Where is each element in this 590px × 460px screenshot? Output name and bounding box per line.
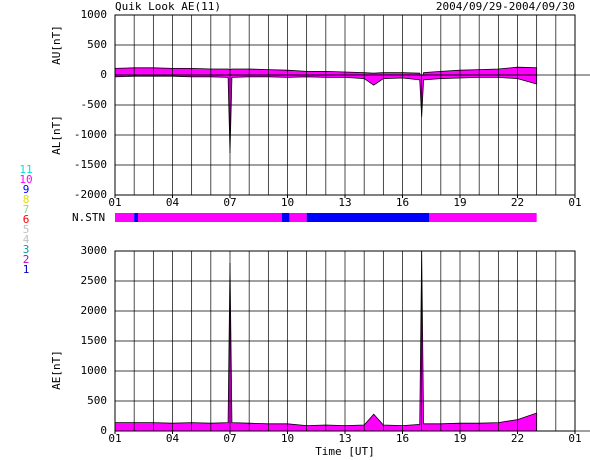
y-tick-label: 0 (100, 424, 107, 437)
x-tick-label: 10 (281, 196, 294, 209)
station-segment (138, 213, 282, 222)
x-tick-label: 01 (568, 432, 581, 445)
y-tick-label: 2500 (81, 274, 108, 287)
station-segment (115, 213, 135, 222)
y-tick-label: 1000 (81, 8, 108, 21)
station-segment (429, 213, 537, 222)
legend-level: 10 (19, 173, 32, 186)
chart-title: Quik Look AE(11) (115, 0, 221, 13)
x-tick-label: 04 (166, 432, 180, 445)
y-tick-label: -1500 (74, 158, 107, 171)
station-segment (306, 213, 430, 222)
y-tick-label: -500 (81, 98, 108, 111)
plot-frame (114, 14, 576, 196)
x-tick-label: 16 (396, 432, 409, 445)
plot-frame (114, 250, 576, 432)
y-tick-label: 0 (100, 68, 107, 81)
legend-level: 11 (19, 163, 32, 176)
x-tick-label: 19 (453, 196, 466, 209)
legend-level: 2 (23, 253, 30, 266)
station-segment (289, 213, 307, 222)
legend-level: 6 (23, 213, 30, 226)
legend-level: 5 (23, 223, 30, 236)
x-tick-label: 13 (338, 196, 351, 209)
y-axis-title: AU[nT] (50, 25, 63, 65)
x-tick-label: 13 (338, 432, 351, 445)
x-tick-label: 22 (511, 196, 524, 209)
x-tick-label: 22 (511, 432, 524, 445)
legend-level: 4 (23, 233, 30, 246)
stations-label: N.STN (72, 211, 105, 224)
y-axis-title: AL[nT] (50, 115, 63, 155)
y-tick-label: 500 (87, 38, 107, 51)
x-axis-title: Time [UT] (315, 445, 375, 458)
legend-level: 1 (23, 263, 30, 276)
y-tick-label: 1000 (81, 364, 108, 377)
x-tick-label: 04 (166, 196, 180, 209)
legend-level: 9 (23, 183, 30, 196)
station-segment (281, 213, 290, 222)
y-tick-label: 2000 (81, 304, 108, 317)
x-tick-label: 19 (453, 432, 466, 445)
legend-level: 7 (23, 203, 30, 216)
y-tick-label: 1500 (81, 334, 108, 347)
station-segment (134, 213, 138, 222)
x-tick-label: 07 (223, 196, 236, 209)
legend-level: 3 (23, 243, 30, 256)
x-tick-label: 01 (108, 196, 121, 209)
x-tick-label: 01 (568, 196, 581, 209)
y-axis-title: AE[nT] (50, 350, 63, 390)
x-tick-label: 10 (281, 432, 294, 445)
y-tick-label: -1000 (74, 128, 107, 141)
y-tick-label: 500 (87, 394, 107, 407)
legend-level: 8 (23, 193, 30, 206)
x-tick-label: 07 (223, 432, 236, 445)
date-range: 2004/09/29-2004/09/30 (436, 0, 575, 13)
y-tick-label: -2000 (74, 188, 107, 201)
x-tick-label: 16 (396, 196, 409, 209)
x-tick-label: 01 (108, 432, 121, 445)
y-tick-label: 3000 (81, 244, 108, 257)
